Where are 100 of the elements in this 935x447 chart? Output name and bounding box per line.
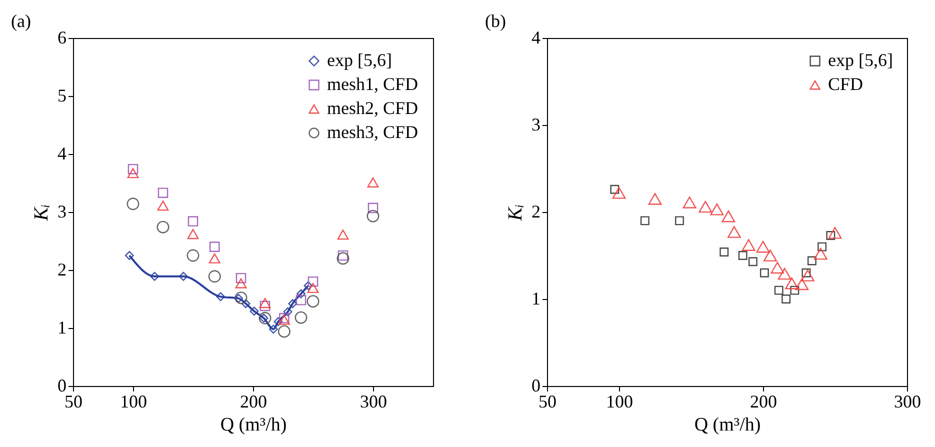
point xyxy=(157,200,169,211)
point xyxy=(250,306,259,316)
point xyxy=(795,278,809,290)
point xyxy=(828,226,842,239)
point xyxy=(774,286,784,295)
legend-label: CFD xyxy=(828,74,864,94)
x-tick-label: 100 xyxy=(120,392,147,412)
point xyxy=(814,248,828,260)
point xyxy=(720,248,729,256)
x-tick-label: 200 xyxy=(750,392,777,412)
point xyxy=(208,270,221,283)
chart-title: (a) xyxy=(11,11,31,31)
y-tick-label: 4 xyxy=(532,28,540,48)
point xyxy=(156,220,170,234)
point xyxy=(307,282,319,294)
point xyxy=(158,188,168,198)
point xyxy=(178,272,188,281)
point xyxy=(278,325,290,338)
point xyxy=(235,278,247,288)
y-tick-label: 0 xyxy=(58,376,66,396)
point xyxy=(807,256,816,266)
point xyxy=(188,216,198,226)
point xyxy=(742,239,756,251)
point xyxy=(124,251,134,260)
point xyxy=(756,240,770,253)
point xyxy=(209,242,220,252)
point xyxy=(258,312,272,324)
point xyxy=(722,210,736,222)
point xyxy=(338,250,348,261)
legend-label: exp [5,6] xyxy=(828,50,893,70)
point xyxy=(640,216,650,226)
point xyxy=(778,268,792,280)
y-tick-label: 3 xyxy=(58,202,66,222)
point xyxy=(288,299,298,308)
point xyxy=(126,198,140,210)
point xyxy=(612,186,626,199)
y-tick-label: 0 xyxy=(532,376,540,396)
point xyxy=(760,268,769,278)
x-axis-title: Q (m³/h) xyxy=(220,414,287,436)
point xyxy=(367,177,379,188)
point xyxy=(727,226,741,238)
point xyxy=(296,295,306,306)
point xyxy=(241,299,250,308)
point xyxy=(296,289,306,298)
point xyxy=(187,229,199,240)
point xyxy=(260,300,270,312)
x-tick-label: 300 xyxy=(894,392,921,412)
point xyxy=(308,276,318,287)
y-tick-label: 3 xyxy=(532,114,540,134)
point xyxy=(368,202,378,214)
point xyxy=(648,193,662,205)
point xyxy=(236,272,246,284)
point xyxy=(675,216,684,226)
point xyxy=(818,242,827,252)
point xyxy=(337,230,349,240)
legend-label: mesh2, CFD xyxy=(327,98,418,118)
legend-label: exp [5,6] xyxy=(327,50,392,70)
point xyxy=(790,286,800,295)
point xyxy=(216,292,226,302)
y-tick-label: 2 xyxy=(532,202,540,222)
point xyxy=(682,196,696,208)
point xyxy=(336,252,350,265)
point xyxy=(748,257,758,266)
point xyxy=(800,270,814,282)
legend-label: mesh1, CFD xyxy=(327,74,418,94)
point xyxy=(770,262,784,274)
point xyxy=(283,307,292,316)
point xyxy=(259,298,271,308)
point xyxy=(738,251,748,260)
point xyxy=(274,317,283,326)
y-tick-label: 1 xyxy=(532,288,540,308)
y-tick-label: 5 xyxy=(58,86,66,106)
chart-title: (b) xyxy=(485,11,506,31)
point xyxy=(782,294,791,304)
x-tick-label: 300 xyxy=(360,392,387,412)
point xyxy=(763,250,777,262)
legend-label: mesh3, CFD xyxy=(327,122,418,142)
point xyxy=(306,295,320,308)
point xyxy=(366,210,380,222)
point xyxy=(150,272,160,281)
point xyxy=(698,200,712,213)
x-tick-label: 50 xyxy=(538,392,556,412)
y-axis-title: Kᵢ xyxy=(30,204,52,222)
point xyxy=(294,311,308,324)
point xyxy=(208,253,220,264)
y-tick-label: 2 xyxy=(58,260,66,280)
y-axis-title: Kᵢ xyxy=(504,204,526,222)
point xyxy=(710,203,724,216)
y-tick-label: 1 xyxy=(58,318,66,338)
point xyxy=(785,277,799,290)
x-tick-label: 50 xyxy=(64,392,82,412)
y-tick-label: 4 xyxy=(58,144,66,164)
x-tick-label: 200 xyxy=(240,392,267,412)
point xyxy=(128,164,138,174)
point xyxy=(268,324,278,334)
point xyxy=(127,168,139,178)
x-axis-title: Q (m³/h) xyxy=(694,414,761,436)
point xyxy=(234,292,248,304)
point xyxy=(186,249,200,262)
y-tick-label: 6 xyxy=(58,28,66,48)
